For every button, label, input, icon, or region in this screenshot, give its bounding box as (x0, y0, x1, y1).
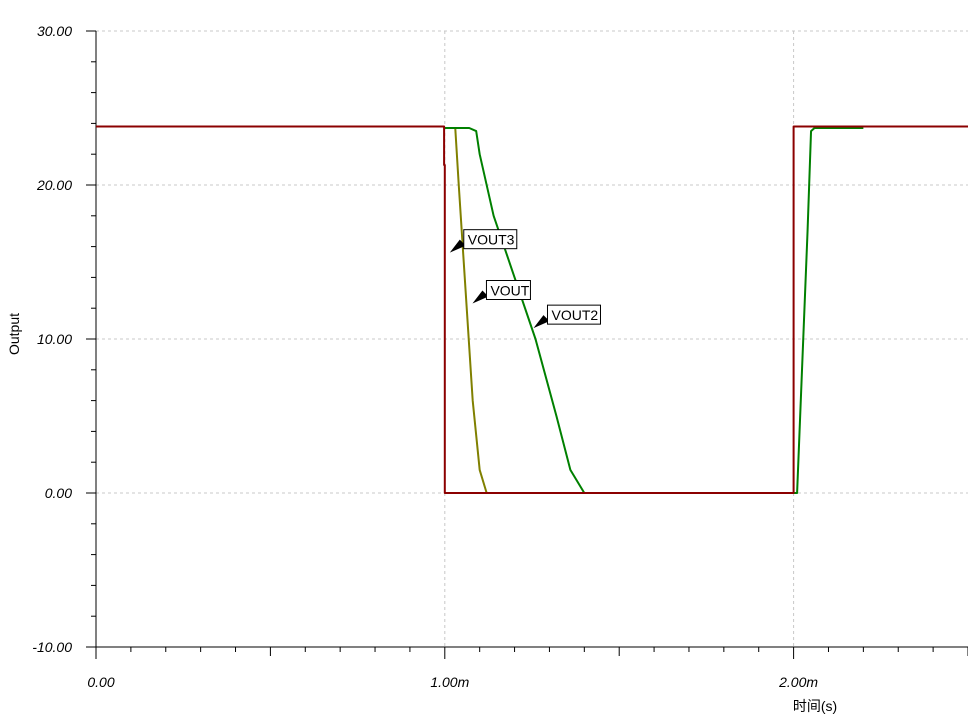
callout-label: VOUT (490, 283, 529, 299)
callout-vout3: VOUT3 (450, 230, 517, 253)
y-tick-label: -10.00 (32, 639, 72, 655)
x-tick-label: 0.00 (87, 674, 114, 690)
callout-vout2: VOUT2 (533, 305, 600, 328)
series-line-vout2 (445, 128, 864, 493)
x-axis-label: 时间(s) (793, 698, 837, 714)
ticks-layer: 30.00 20.00 10.00 0.00 -10.00 0.00 1.00m 2.00m (32, 23, 968, 690)
x-tick-label: 1.00m (430, 674, 469, 690)
y-tick-label: 0.00 (45, 485, 72, 501)
y-tick-label: 20.00 (36, 177, 72, 193)
grid-layer (96, 31, 968, 647)
callout-label: VOUT3 (468, 232, 515, 248)
x-tick-label: 2.00m (778, 674, 818, 690)
y-tick-label: 30.00 (37, 23, 72, 39)
series-layer (96, 126, 968, 493)
callout-layer: VOUT3 VOUT VOUT2 (450, 230, 601, 328)
axes-layer (96, 31, 968, 647)
series-line-vout (445, 128, 487, 493)
y-tick-label: 10.00 (37, 331, 72, 347)
y-axis-label: Output (6, 313, 22, 355)
series-line-vout3 (96, 126, 968, 493)
callout-label: VOUT2 (551, 307, 598, 323)
